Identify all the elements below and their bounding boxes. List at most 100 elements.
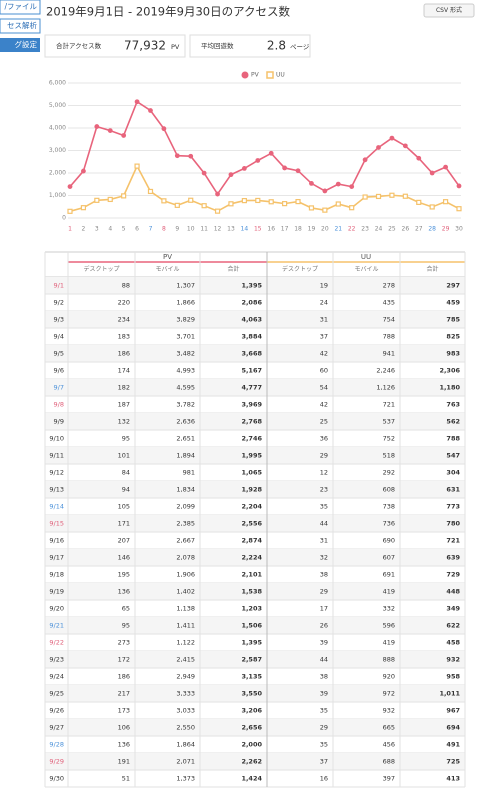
table-cell: 88 bbox=[122, 282, 130, 290]
x-tick-label: 9 bbox=[175, 226, 179, 233]
x-tick-label: 15 bbox=[254, 226, 262, 233]
date-cell: 9/14 bbox=[49, 503, 64, 511]
table-cell: 2,262 bbox=[241, 758, 262, 766]
table-cell: 1,065 bbox=[241, 469, 262, 477]
x-tick-label: 21 bbox=[334, 226, 342, 233]
table-cell: 95 bbox=[122, 622, 130, 630]
data-point bbox=[309, 180, 314, 186]
table-cell: 785 bbox=[446, 316, 460, 324]
data-point bbox=[121, 193, 127, 199]
date-cell: 9/26 bbox=[49, 707, 64, 715]
sidebar-button-active[interactable] bbox=[0, 38, 40, 52]
legend-label: PV bbox=[251, 72, 260, 79]
table-cell: 35 bbox=[320, 503, 328, 511]
table-cell: 37 bbox=[320, 758, 328, 766]
date-cell: 9/6 bbox=[54, 367, 64, 375]
table-cell: 788 bbox=[383, 333, 395, 341]
x-tick-label: 2 bbox=[81, 226, 85, 233]
table-cell: 2,667 bbox=[176, 537, 195, 545]
sidebar-item[interactable]: グ設定 bbox=[15, 39, 38, 49]
table-cell: 2,078 bbox=[176, 554, 195, 562]
data-point bbox=[375, 193, 382, 200]
table-cell: 4,595 bbox=[176, 384, 195, 392]
data-point bbox=[174, 153, 180, 159]
table-cell: 191 bbox=[118, 758, 130, 766]
date-cell: 9/28 bbox=[49, 741, 64, 749]
data-point bbox=[188, 197, 194, 203]
csv-label[interactable]: CSV 形式 bbox=[436, 6, 462, 14]
table-cell: 3,782 bbox=[176, 401, 195, 409]
date-cell: 9/4 bbox=[54, 333, 64, 341]
legend-label: UU bbox=[276, 72, 285, 79]
x-tick-label: 25 bbox=[388, 226, 396, 233]
sidebar-item[interactable]: /ファイル bbox=[4, 2, 37, 11]
table-cell: 738 bbox=[383, 503, 395, 511]
table-cell: 38 bbox=[320, 673, 328, 681]
x-tick-label: 4 bbox=[108, 226, 112, 233]
table-cell: 332 bbox=[383, 605, 395, 613]
table-cell: 773 bbox=[446, 503, 460, 511]
summary-label: 合計アクセス数 bbox=[56, 41, 102, 50]
table-cell: 788 bbox=[446, 435, 460, 443]
data-point bbox=[362, 157, 368, 163]
summary-value: 2.8 bbox=[267, 39, 286, 53]
table-cell: 44 bbox=[320, 656, 328, 664]
sidebar-button[interactable] bbox=[0, 18, 41, 34]
table-cell: 435 bbox=[383, 299, 395, 307]
x-tick-label: 19 bbox=[308, 226, 316, 233]
x-tick-label: 16 bbox=[267, 226, 275, 233]
data-point bbox=[443, 164, 448, 170]
table-cell: 1,995 bbox=[241, 452, 262, 460]
data-point bbox=[201, 203, 207, 209]
table-cell: 967 bbox=[446, 707, 460, 715]
x-tick-label: 26 bbox=[402, 226, 410, 233]
table-cell: 622 bbox=[446, 622, 460, 630]
sidebar-item[interactable]: セス解析 bbox=[7, 20, 37, 30]
table-cell: 694 bbox=[446, 724, 460, 732]
table-cell: 763 bbox=[446, 401, 460, 409]
summary-unit: PV bbox=[171, 43, 180, 51]
x-tick-label: 7 bbox=[149, 226, 153, 233]
y-tick-label: 5,000 bbox=[49, 102, 66, 109]
date-cell: 9/25 bbox=[49, 690, 64, 698]
date-cell: 9/3 bbox=[54, 316, 64, 324]
row-background bbox=[45, 651, 465, 668]
y-tick-label: 1,000 bbox=[49, 192, 66, 199]
table-cell: 4,063 bbox=[241, 316, 262, 324]
table-cell: 1,538 bbox=[241, 588, 262, 596]
table-cell: 972 bbox=[383, 690, 395, 698]
data-point bbox=[147, 188, 154, 195]
table-cell: 1,126 bbox=[376, 384, 395, 392]
table-cell: 456 bbox=[383, 741, 395, 749]
table-cell: 136 bbox=[118, 588, 130, 596]
row-background bbox=[45, 413, 465, 430]
y-tick-label: 0 bbox=[62, 215, 66, 222]
table-cell: 2,636 bbox=[176, 418, 195, 426]
csv-button[interactable] bbox=[423, 3, 475, 18]
table-cell: 2,550 bbox=[176, 724, 195, 732]
table-cell: 35 bbox=[320, 741, 328, 749]
data-point bbox=[295, 168, 301, 174]
data-point bbox=[161, 126, 167, 132]
table-cell: 186 bbox=[118, 350, 130, 358]
table-cell: 1,203 bbox=[241, 605, 262, 613]
table-cell: 5,167 bbox=[241, 367, 262, 375]
table-cell: 54 bbox=[320, 384, 328, 392]
table-cell: 1,864 bbox=[176, 741, 195, 749]
sidebar-button[interactable] bbox=[0, 0, 41, 15]
table-cell: 136 bbox=[118, 741, 130, 749]
table-cell: 1,395 bbox=[241, 282, 262, 290]
table-cell: 1,138 bbox=[176, 605, 195, 613]
table-cell: 459 bbox=[446, 299, 460, 307]
table-cell: 304 bbox=[446, 469, 460, 477]
date-cell: 9/8 bbox=[54, 401, 64, 409]
data-point bbox=[161, 198, 167, 204]
table-cell: 3,135 bbox=[241, 673, 262, 681]
table-cell: 94 bbox=[122, 486, 130, 494]
x-tick-label: 30 bbox=[455, 226, 463, 233]
table-cell: 1,307 bbox=[176, 282, 195, 290]
data-point bbox=[322, 188, 328, 194]
data-point bbox=[416, 155, 422, 161]
table-cell: 721 bbox=[446, 537, 460, 545]
table-cell: 690 bbox=[383, 537, 395, 545]
